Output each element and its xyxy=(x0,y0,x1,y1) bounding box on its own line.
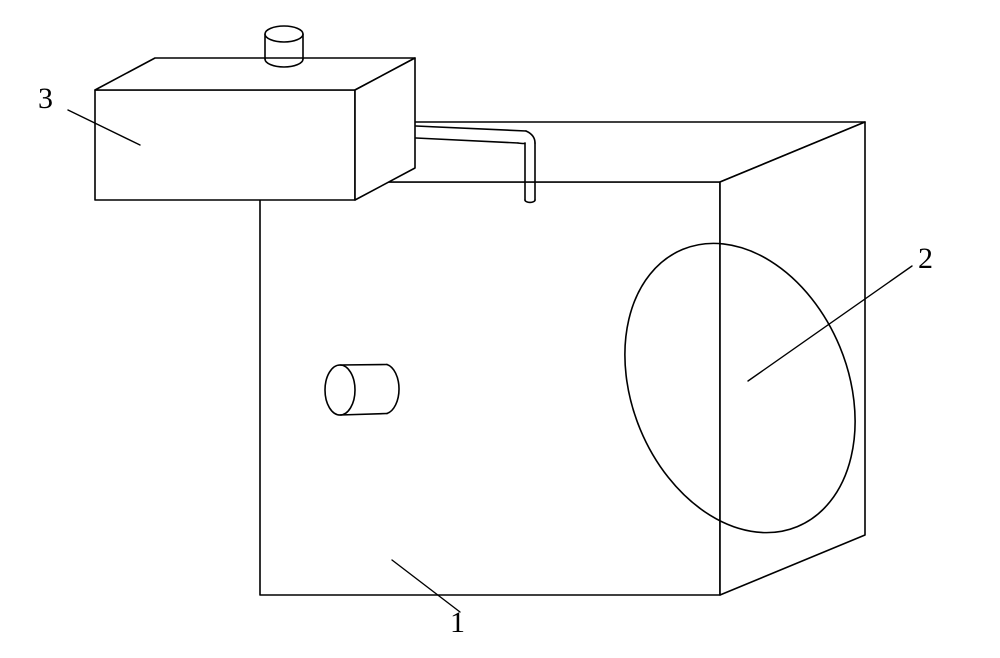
label-2: 2 xyxy=(918,242,933,276)
label-3: 3 xyxy=(38,82,53,116)
technical-diagram xyxy=(0,0,1000,658)
label-1: 1 xyxy=(450,606,465,640)
